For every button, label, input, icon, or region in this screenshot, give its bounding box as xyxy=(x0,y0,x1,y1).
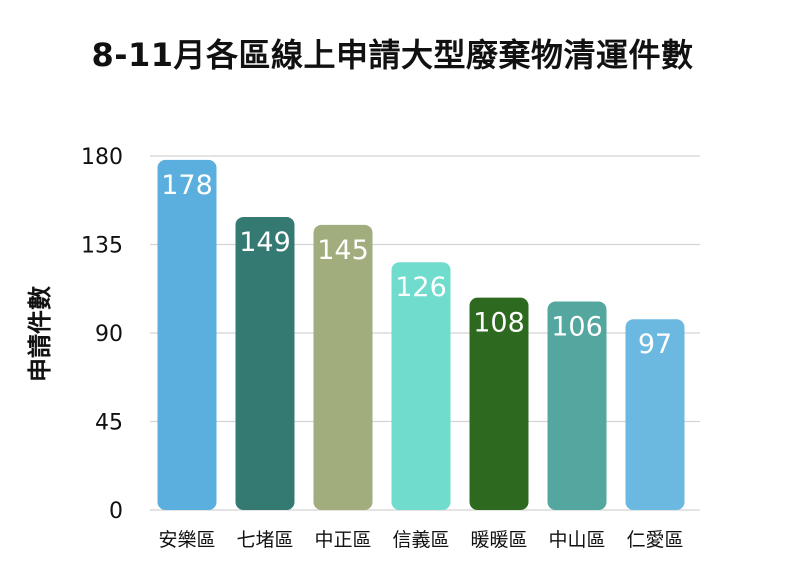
y-axis-label: 申請件數 xyxy=(26,286,54,382)
x-tick-label: 安樂區 xyxy=(158,529,215,551)
data-label: 145 xyxy=(317,235,369,266)
x-tick-label: 七堵區 xyxy=(236,529,293,551)
bars xyxy=(157,159,685,511)
bar xyxy=(157,159,217,510)
x-tick-label: 信義區 xyxy=(392,529,449,551)
y-tick-label: 90 xyxy=(95,322,123,347)
data-label: 97 xyxy=(638,329,672,360)
x-tick-label: 中正區 xyxy=(314,529,371,551)
data-label: 108 xyxy=(473,308,525,339)
y-tick-label: 45 xyxy=(95,411,123,436)
data-label: 126 xyxy=(395,272,447,303)
x-tick-label: 中山區 xyxy=(548,529,605,551)
y-axis-ticks: 0 45 90 135 180 xyxy=(81,145,123,524)
x-tick-label: 暖暖區 xyxy=(470,529,527,551)
bar xyxy=(547,301,607,510)
bar xyxy=(391,262,451,510)
y-tick-label: 180 xyxy=(81,145,123,170)
bar xyxy=(235,216,295,510)
y-tick-label: 0 xyxy=(109,499,123,524)
bar xyxy=(313,224,373,511)
bar xyxy=(469,297,529,510)
data-label: 178 xyxy=(161,170,213,201)
category-labels: 安樂區 七堵區 中正區 信義區 暖暖區 中山區 仁愛區 xyxy=(158,529,683,551)
data-label: 106 xyxy=(551,312,603,343)
data-labels: 178 149 145 126 108 106 97 xyxy=(161,170,672,360)
data-label: 149 xyxy=(239,227,291,258)
bar xyxy=(625,319,685,510)
x-tick-label: 仁愛區 xyxy=(626,529,683,551)
chart-title: 8-11月各區線上申請大型廢棄物清運件數 xyxy=(91,36,694,74)
y-tick-label: 135 xyxy=(81,234,123,259)
